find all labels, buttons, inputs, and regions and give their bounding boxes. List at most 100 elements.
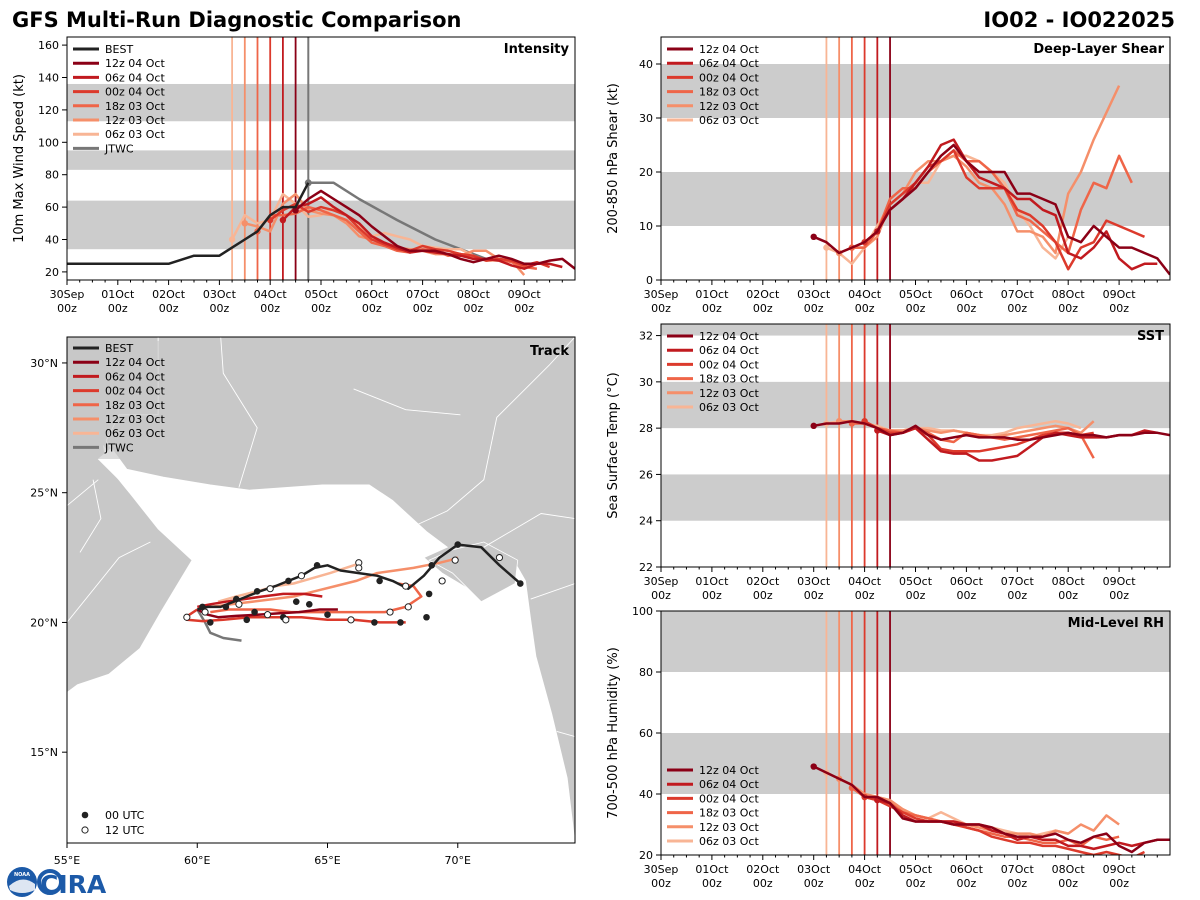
track-point-00utc — [292, 598, 300, 605]
intensity-xtick-label: 06Oct — [355, 288, 389, 301]
rh-ytick-label: 20 — [639, 849, 653, 862]
rh-ytick-label: 40 — [639, 788, 653, 801]
intensity-ytick-label: 60 — [45, 201, 59, 214]
shear-xtick-label: 05Oct — [899, 288, 933, 301]
sst-marker-12z-04-oct — [810, 422, 817, 430]
rh-legend-label-00z-04-oct: 00z 04 Oct — [699, 792, 759, 805]
intensity-series-jtwc — [308, 181, 487, 261]
shear-legend-label-06z-03-oct: 06z 03 Oct — [699, 114, 759, 127]
sst-ytick-label: 28 — [639, 422, 653, 435]
border-state-2 — [530, 583, 575, 600]
shear-series-12z-04-oct — [813, 143, 1170, 276]
rh-legend-label-06z-04-oct: 06z 04 Oct — [699, 778, 759, 791]
rh-ytick-label: 60 — [639, 727, 653, 740]
track-point-00utc — [222, 603, 230, 611]
border-state-3 — [556, 730, 575, 738]
intensity-xtick-label-hour: 00z — [413, 302, 433, 315]
shear-xtick-label-hour: 00z — [855, 302, 875, 315]
rh-title: Mid-Level RH — [1068, 616, 1164, 631]
shear-marker-06z-03-oct — [823, 244, 830, 251]
intensity-band-0 — [67, 200, 575, 250]
rh-legend-label-18z-03-oct: 18z 03 Oct — [699, 807, 759, 820]
shear-xtick-label-hour: 00z — [651, 302, 671, 315]
sst-xtick-label-hour: 00z — [702, 589, 722, 602]
track-point-12utc — [297, 572, 306, 580]
sst-xtick-label: 04Oct — [848, 575, 882, 588]
track-point-12utc — [495, 553, 504, 562]
shear-ytick-label: 20 — [639, 166, 653, 179]
track-point-00utc — [454, 541, 462, 548]
rh-marker-12z-04-oct — [810, 763, 817, 770]
track-marker-legend-00utc-icon — [81, 811, 89, 819]
track-point-00utc — [428, 562, 436, 569]
intensity-marker-06z-03-oct — [228, 236, 236, 243]
sst-legend-label-18z-03-oct: 18z 03 Oct — [699, 373, 759, 386]
intensity-marker-06z-04-oct — [279, 216, 287, 224]
track-point-00utc — [376, 577, 383, 585]
sst-ytick-label: 26 — [639, 468, 653, 481]
rh-xtick-label: 05Oct — [899, 863, 933, 876]
track-legend-label-12z-04-oct: 12z 04 Oct — [105, 356, 165, 369]
track-legend-label-06z-03-oct: 06z 03 Oct — [105, 427, 165, 440]
track-xtick-label: 70°E — [445, 854, 471, 867]
intensity-legend-label-00z-04-oct: 00z 04 Oct — [105, 86, 165, 99]
shear-band-0 — [661, 172, 1170, 226]
track-panel: 55°E 60°E 65°E 70°E 15°N 20°N 25°N 30°N Track BES… — [30, 336, 576, 867]
track-point-00utc — [253, 587, 261, 595]
storm-id: IO02 - IO022025 — [983, 8, 1175, 32]
track-xtick-label: 65°E — [314, 854, 340, 867]
sst-legend-label-06z-03-oct: 06z 03 Oct — [699, 401, 759, 414]
track-point-00utc — [206, 619, 214, 626]
rh-xtick-label: 01Oct — [695, 863, 729, 876]
track-ytick-label: 30°N — [30, 357, 58, 370]
track-legend-label-18z-03-oct: 18z 03 Oct — [105, 399, 165, 412]
track-title: Track — [530, 344, 569, 359]
intensity-marker-12z-04-oct — [292, 207, 299, 214]
shear-ytick-label: 10 — [639, 220, 653, 233]
sst-series-18z-03-oct — [851, 422, 1095, 459]
intensity-legend-label-best: BEST — [105, 43, 133, 56]
shear-band-1 — [661, 64, 1170, 118]
sst-xtick-label: 30Sep — [644, 575, 679, 588]
shear-ylabel: 200-850 hPa Shear (kt) — [606, 83, 621, 234]
track-point-00utc — [305, 600, 313, 608]
rh-legend-label-12z-04-oct: 12z 04 Oct — [699, 764, 759, 777]
intensity-xtick-label-hour: 00z — [260, 302, 280, 315]
sst-xtick-label: 03Oct — [797, 575, 831, 588]
intensity-xtick-label-hour: 00z — [464, 302, 484, 315]
rh-xtick-label: 09Oct — [1103, 863, 1137, 876]
border-oman-interior — [67, 541, 151, 623]
sst-xtick-label: 05Oct — [899, 575, 933, 588]
rh-xtick-label: 08Oct — [1052, 863, 1086, 876]
sst-xtick-label: 09Oct — [1103, 575, 1137, 588]
shear-legend-label-12z-04-oct: 12z 04 Oct — [699, 43, 759, 56]
rh-series-12z-03-oct — [838, 777, 1120, 838]
noaa-wave-icon — [9, 879, 35, 893]
rh-series-18z-03-oct — [851, 786, 1120, 848]
intensity-legend-label-jtwc: JTWC — [104, 142, 134, 155]
intensity-ytick-label: 80 — [45, 169, 59, 182]
intensity-ylabel: 10m Max Wind Speed (kt) — [12, 74, 27, 243]
track-point-00utc — [243, 616, 251, 624]
intensity-ytick-label: 140 — [38, 72, 59, 85]
sst-ytick-label: 22 — [639, 561, 653, 574]
rh-legend-label-06z-03-oct: 06z 03 Oct — [699, 835, 759, 848]
track-legend-label-jtwc: JTWC — [104, 441, 134, 454]
shear-title: Deep-Layer Shear — [1033, 42, 1164, 57]
sst-xtick-label-hour: 00z — [906, 589, 926, 602]
track-marker-legend-12utc-icon — [81, 826, 89, 834]
track-legend-label-00z-04-oct: 00z 04 Oct — [105, 385, 165, 398]
track-legend-background — [69, 341, 179, 459]
intensity-legend-label-12z-04-oct: 12z 04 Oct — [105, 57, 165, 70]
sst-xtick-label: 08Oct — [1052, 575, 1086, 588]
track-point-12utc — [386, 608, 394, 616]
track-point-12utc — [201, 608, 209, 616]
rh-xtick-label-hour: 00z — [651, 877, 671, 890]
shear-xtick-label: 09Oct — [1103, 288, 1137, 301]
intensity-xtick-label-hour: 00z — [514, 302, 534, 315]
rh-xtick-label-hour: 00z — [855, 877, 875, 890]
intensity-xtick-label: 08Oct — [457, 288, 491, 301]
track-point-12utc — [404, 603, 412, 611]
track-marker-legend-00utc: 00 UTC — [105, 809, 145, 822]
